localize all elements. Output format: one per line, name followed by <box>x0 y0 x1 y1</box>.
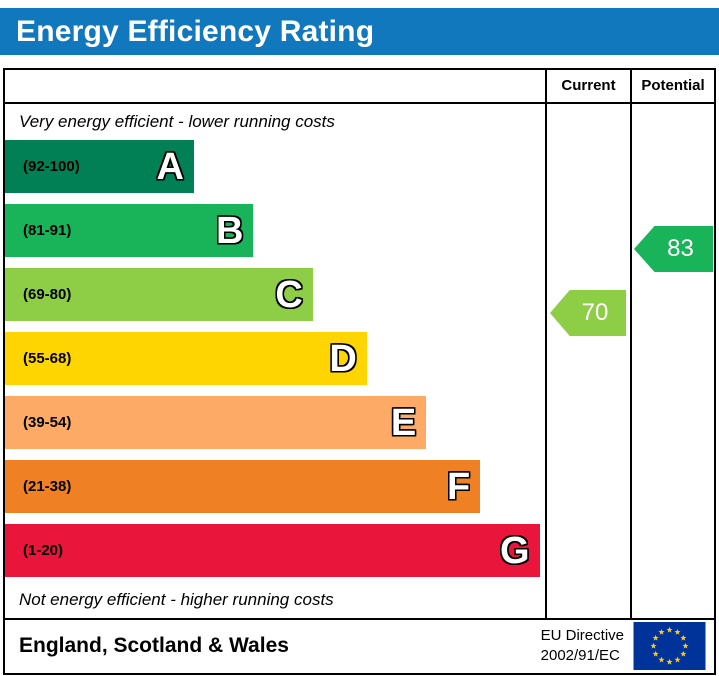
eu-directive-line1: EU Directive <box>540 627 624 644</box>
band-row: (69-80) C <box>5 268 313 321</box>
band-letter: G <box>500 529 530 572</box>
eu-directive-label: EU Directive 2002/91/EC <box>541 626 624 665</box>
chart-area: Current Potential Very energy efficient … <box>5 70 714 620</box>
band-row: (55-68) D <box>5 332 367 385</box>
band-row: (1-20) G <box>5 524 540 577</box>
band-letter: E <box>390 401 417 444</box>
band-range: (55-68) <box>23 350 72 367</box>
eu-directive-line2: 2002/91/EC <box>540 646 620 664</box>
band-range: (81-91) <box>23 222 72 239</box>
chart-box: Current Potential Very energy efficient … <box>3 68 716 675</box>
bands: (92-100) A (81-91) B (69-80) C (55-68) D… <box>5 140 545 588</box>
top-note: Very energy efficient - lower running co… <box>19 112 335 131</box>
band-letter: C <box>275 273 303 316</box>
title-bar: Energy Efficiency Rating <box>0 8 719 55</box>
potential-rating-arrow: 83 <box>634 226 713 272</box>
column-header-row: Current Potential <box>5 70 714 104</box>
band-row: (39-54) E <box>5 396 427 449</box>
band-letter: B <box>215 209 244 252</box>
band-row: (92-100) A <box>5 140 194 193</box>
page-title: Energy Efficiency Rating <box>16 14 375 48</box>
band-row: (81-91) B <box>5 204 254 257</box>
eu-flag-icon <box>633 621 706 670</box>
region-label: England, Scotland & Wales <box>19 633 289 657</box>
bottom-note: Not energy efficient - higher running co… <box>19 590 334 609</box>
potential-column-header: Potential <box>641 77 705 94</box>
current-rating-value: 70 <box>581 299 609 326</box>
band-range: (21-38) <box>23 478 72 495</box>
current-column-divider <box>545 70 547 618</box>
band-row: (21-38) F <box>5 460 481 513</box>
band-range: (1-20) <box>23 542 64 559</box>
band-range: (69-80) <box>23 286 72 303</box>
band-letter: F <box>446 465 471 508</box>
footer-right: EU Directive 2002/91/EC <box>541 621 706 670</box>
band-letter: A <box>156 145 184 188</box>
potential-rating-value: 83 <box>667 235 694 262</box>
band-range: (39-54) <box>23 414 72 431</box>
potential-column-divider <box>630 70 632 618</box>
band-letter: D <box>329 337 357 380</box>
current-rating-arrow: 70 <box>550 290 626 336</box>
footer: England, Scotland & Wales EU Directive 2… <box>5 620 714 671</box>
band-range: (92-100) <box>23 158 80 175</box>
current-column-header: Current <box>561 77 616 94</box>
